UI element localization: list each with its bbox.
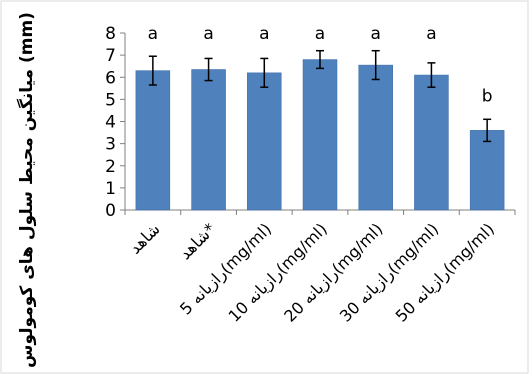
y-tick-label: 6 bbox=[105, 68, 116, 88]
significance-letter: a bbox=[148, 24, 158, 44]
bar bbox=[191, 69, 226, 211]
y-axis-title: میانگین محیط سلول های کومولوس (mm) bbox=[16, 12, 37, 368]
y-tick-label: 8 bbox=[105, 24, 116, 44]
bar bbox=[358, 64, 393, 211]
bar bbox=[414, 74, 449, 211]
bar bbox=[302, 59, 338, 211]
significance-letter: a bbox=[371, 24, 381, 44]
significance-letter: a bbox=[426, 24, 436, 44]
y-tick-label: 2 bbox=[105, 157, 116, 177]
y-tick-label: 7 bbox=[105, 46, 116, 66]
significance-letter: b bbox=[482, 86, 493, 106]
y-tick-label: 0 bbox=[105, 201, 116, 221]
y-tick-label: 3 bbox=[105, 135, 116, 155]
bar bbox=[469, 130, 505, 211]
significance-letter: a bbox=[315, 24, 325, 44]
bar bbox=[135, 70, 171, 211]
y-tick-label: 5 bbox=[105, 90, 116, 110]
y-tick-label: 1 bbox=[105, 179, 116, 199]
significance-letter: a bbox=[259, 24, 269, 44]
y-tick-label: 4 bbox=[105, 113, 116, 133]
bar bbox=[247, 72, 282, 211]
bars-layer bbox=[135, 49, 505, 211]
significance-letter: a bbox=[203, 24, 213, 44]
